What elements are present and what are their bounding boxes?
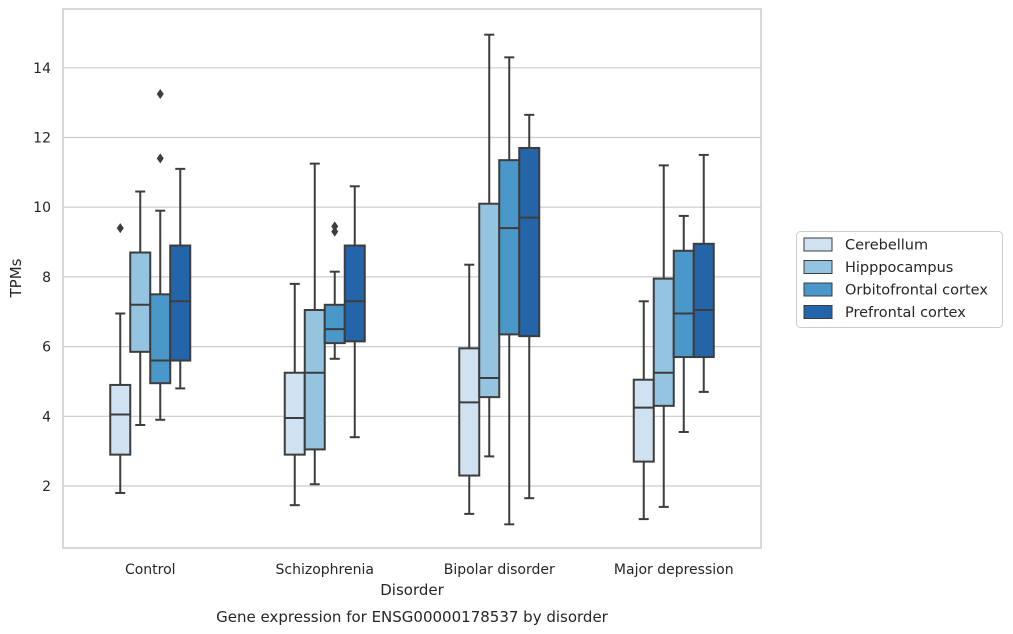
legend-label: Cerebellum xyxy=(845,238,928,254)
legend-label: Orbitofrontal cortex xyxy=(845,283,988,299)
box xyxy=(652,277,675,407)
box xyxy=(129,251,152,353)
gridlines xyxy=(63,67,761,487)
box-layer xyxy=(109,33,715,526)
box xyxy=(109,383,132,456)
box-group xyxy=(632,300,655,521)
legend-swatch xyxy=(803,305,833,319)
box-group xyxy=(458,263,481,515)
box-group xyxy=(169,167,192,390)
legend-item: Cerebellum xyxy=(803,237,928,254)
legend: Cerebellum Hipppocampus Orbitofrontal cort… xyxy=(796,231,1003,328)
box-group xyxy=(518,113,541,500)
box xyxy=(169,244,192,362)
x-tick-label: Major depression xyxy=(614,562,734,578)
box-group xyxy=(109,223,132,494)
x-tick-label: Bipolar disorder xyxy=(444,562,555,578)
box xyxy=(672,249,695,359)
box xyxy=(632,378,655,463)
y-tick-label: 12 xyxy=(33,131,51,147)
y-tick-label: 8 xyxy=(42,270,51,286)
box-group xyxy=(498,56,521,526)
outlier-point xyxy=(156,88,164,99)
box-group xyxy=(652,164,675,508)
y-tick-label: 10 xyxy=(33,200,51,216)
box-group xyxy=(283,282,306,507)
plot-frame xyxy=(62,8,762,549)
legend-item: Prefrontal cortex xyxy=(803,305,966,321)
y-tick-labels: 2 4 6 8 10 12 14 xyxy=(33,61,51,495)
box-group xyxy=(672,214,695,433)
legend-item: Orbitofrontal cortex xyxy=(803,282,988,299)
box-group xyxy=(149,88,172,421)
outlier-point xyxy=(331,226,339,237)
box-group xyxy=(323,221,346,360)
y-tick-label: 6 xyxy=(42,340,51,356)
legend-swatch xyxy=(803,282,833,297)
x-tick-labels: Control Schizophrenia Bipolar disorder Majo… xyxy=(125,562,734,578)
legend-swatch xyxy=(803,260,833,274)
y-tick-label: 14 xyxy=(33,61,51,77)
y-tick-label: 4 xyxy=(42,409,51,425)
chart-title: Gene expression for ENSG00000178537 by d… xyxy=(216,608,609,626)
box xyxy=(149,293,172,385)
legend-item: Hipppocampus xyxy=(803,260,953,276)
box xyxy=(303,309,326,451)
box-group xyxy=(343,185,366,439)
box-group xyxy=(478,33,501,458)
y-axis-label: TPMs xyxy=(7,258,25,298)
x-tick-label: Schizophrenia xyxy=(276,562,374,578)
legend-label: Prefrontal cortex xyxy=(845,305,966,321)
legend-frame xyxy=(796,231,1003,328)
box xyxy=(283,371,306,456)
y-tick-label: 2 xyxy=(42,479,51,495)
box xyxy=(498,159,521,336)
legend-label: Hipppocampus xyxy=(845,260,953,276)
box xyxy=(692,242,715,359)
x-axis-label: Disorder xyxy=(380,581,444,599)
box-group xyxy=(129,190,152,427)
box-group xyxy=(692,153,715,393)
legend-swatch xyxy=(803,237,833,252)
box-group xyxy=(303,162,326,486)
x-tick-label: Control xyxy=(125,562,176,578)
box xyxy=(458,347,481,477)
outlier-point xyxy=(156,153,164,164)
box xyxy=(343,244,366,343)
outlier-point xyxy=(116,223,124,234)
box xyxy=(478,202,501,399)
outlier-point xyxy=(331,221,339,232)
box xyxy=(518,146,541,338)
box xyxy=(323,303,346,345)
